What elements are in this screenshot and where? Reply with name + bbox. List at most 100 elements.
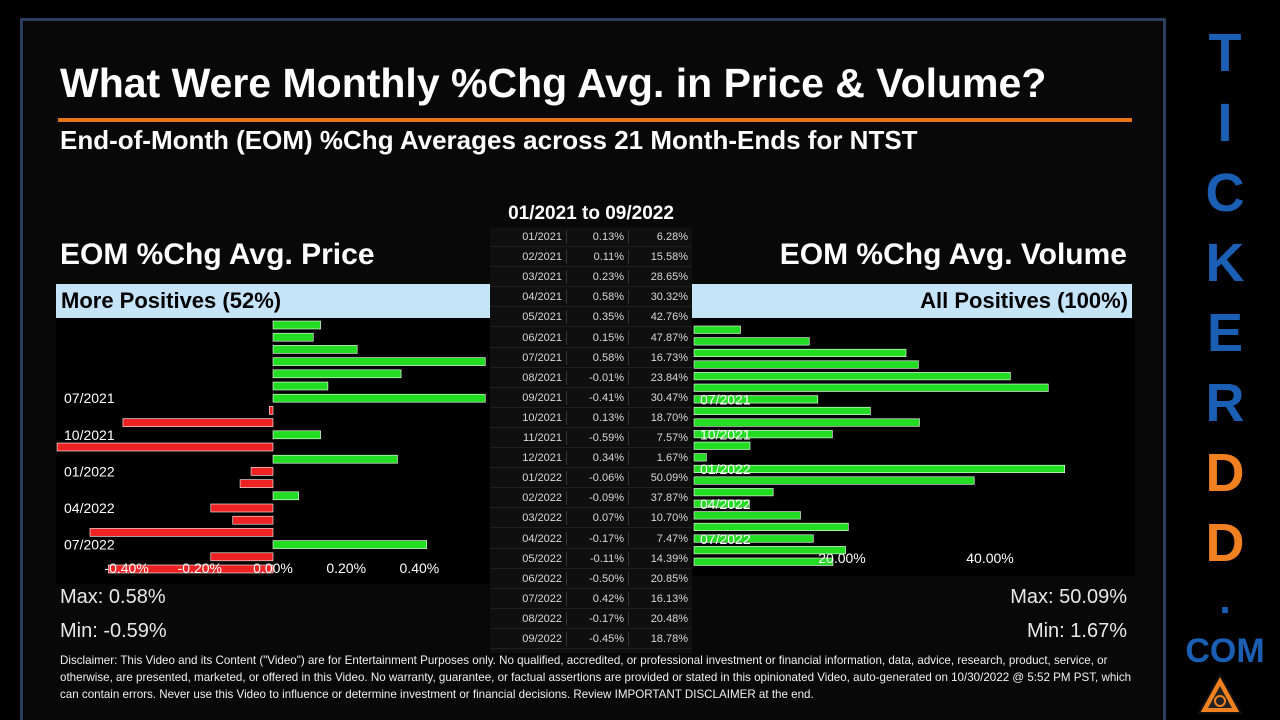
table-cell-price: 0.23% [592,271,624,284]
table-row: 05/2022 -0.11% 14.39% [490,549,692,569]
table-row: 07/2021 0.58% 16.73% [490,348,692,368]
table-cell-volume: 16.13% [650,592,688,605]
table-row: 01/2022 -0.06% 50.09% [490,468,692,489]
table-column-separator [628,410,629,425]
volume-bar-08/2021 [693,406,871,415]
table-column-separator [628,290,629,305]
price-bar-09/2022 [107,564,274,574]
volume-bar-chart: 07/2021 10/2021 01/2022 04/2022 07/2022 20.00… [692,318,1135,576]
table-cell-volume: 14.39% [650,552,688,565]
table-cell-month: 03/2021 [522,271,562,284]
table-cell-volume: 1.67% [656,452,688,465]
table-column-separator [566,591,567,606]
table-column-separator [628,591,629,606]
table-cell-price: 0.13% [592,231,624,243]
table-column-separator [566,310,567,325]
brand-letter: K [1205,233,1245,293]
table-row: 08/2022 -0.17% 20.48% [490,609,692,629]
volume-bar-01/2022 [693,464,1065,473]
table-cell-volume: 18.70% [650,411,688,424]
brand-letter: D [1205,443,1245,503]
price-bar-08/2021 [269,406,274,415]
brand-letter: I [1217,93,1233,153]
table-cell-month: 09/2022 [522,633,562,645]
price-max: Max: 0.58% [60,586,166,608]
table-cell-month: 04/2022 [522,532,562,545]
table-cell-price: 0.58% [592,351,624,364]
table-column-separator [628,431,629,445]
table-row: 02/2021 0.11% 15.58% [490,247,692,268]
volume-panel-heading: EOM %Chg Avg. Volume [779,238,1127,271]
table-column-separator [566,250,567,265]
price-positives-band: More Positives (52%) [56,284,490,318]
disclaimer-text: Disclaimer: This Video and its Content (… [60,654,1132,701]
volume-category-label: 07/2021 [700,392,751,408]
price-bar-11/2021 [56,442,274,452]
table-cell-volume: 28.65% [650,271,688,284]
table-cell-month: 04/2021 [522,291,562,304]
table-column-separator [628,611,629,626]
table-cell-month: 01/2022 [522,472,562,485]
price-bar-09/2021 [122,418,274,427]
price-bar-01/2022 [250,467,274,476]
price-x-tick-label: -0.40% [104,560,148,576]
price-bar-03/2022 [272,491,299,501]
table-column-separator [628,511,629,526]
table-cell-month: 12/2021 [522,452,562,465]
volume-bar-01/2021 [693,325,741,334]
price-category-label: 04/2022 [64,500,115,516]
table-cell-price: -0.17% [589,612,624,625]
table-cell-volume: 7.57% [656,432,688,444]
table-cell-price: -0.11% [589,552,624,565]
table-cell-price: 0.35% [592,311,624,324]
table-cell-month: 11/2021 [523,432,562,444]
brand-letter: T [1208,23,1242,83]
table-cell-volume: 30.32% [650,291,688,304]
brand-suffix: COM [1185,632,1265,670]
table-cell-volume: 47.87% [650,331,688,344]
table-column-separator [566,230,567,244]
price-category-label: 07/2021 [64,390,115,406]
table-row: 01/2021 0.13% 6.28% [490,227,692,247]
table-row: 02/2022 -0.09% 37.87% [490,488,692,509]
table-cell-volume: 6.28% [656,231,688,243]
table-row: 04/2021 0.58% 30.32% [490,287,692,308]
volume-bar-02/2022 [693,476,975,485]
table-column-separator [566,451,567,466]
price-bar-08/2022 [210,552,274,562]
table-row: 09/2021 -0.41% 30.47% [490,388,692,408]
table-column-separator [628,451,629,466]
table-cell-month: 06/2021 [522,331,562,344]
price-bar-07/2021 [272,393,486,403]
volume-category-label: 07/2022 [700,531,751,547]
table-row: 07/2022 0.42% 16.13% [490,589,692,609]
table-column-separator [566,290,567,305]
volume-bar-09/2022 [693,557,834,566]
table-cell-month: 03/2022 [522,512,562,525]
table-column-separator [628,310,629,325]
table-cell-month: 02/2022 [522,492,562,505]
page-title: What Were Monthly %Chg Avg. in Price & V… [60,60,1047,106]
table-column-separator [628,270,629,285]
table-column-separator [628,571,629,586]
table-cell-month: 08/2022 [522,612,562,625]
table-column-separator [628,330,629,345]
volume-bar-07/2021 [693,395,819,404]
volume-bar-06/2022 [693,522,849,531]
table-column-separator [628,491,629,506]
price-bar-02/2022 [239,479,274,488]
table-cell-price: 0.15% [592,331,624,344]
table-cell-volume: 20.85% [650,572,688,585]
table-cell-month: 07/2022 [522,592,562,605]
table-column-separator [566,632,567,646]
table-cell-volume: 23.84% [650,371,688,384]
table-cell-price: 0.42% [592,592,624,605]
price-panel-heading: EOM %Chg Avg. Price [60,238,375,271]
price-x-tick-label: -0.20% [178,560,222,576]
table-cell-price: 0.34% [592,452,624,465]
volume-bar-03/2022 [693,488,774,497]
table-column-separator [628,390,629,405]
volume-category-label: 01/2022 [700,461,751,477]
volume-bar-02/2021 [693,337,810,346]
table-column-separator [566,611,567,626]
